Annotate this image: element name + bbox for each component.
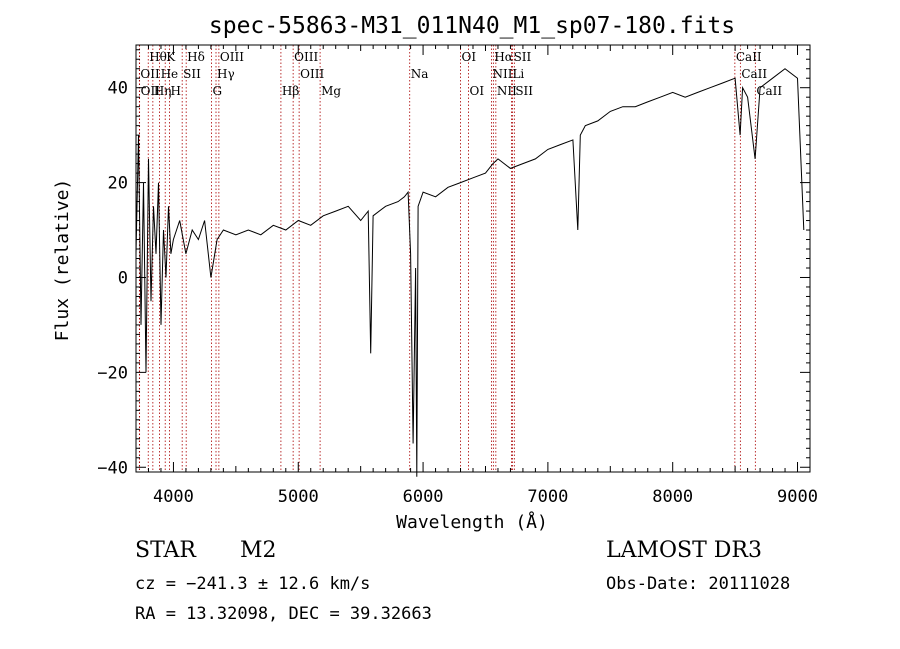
spectral-line-label: G (213, 84, 223, 98)
spectral-line-label: CaII (741, 67, 767, 81)
spectral-line-label: K (166, 50, 176, 64)
x-axis-label: Wavelength (Å) (396, 511, 548, 533)
spectral-line-label: CaII (756, 84, 782, 98)
spectral-line-label: OIII (300, 67, 324, 81)
spectral-line-label: NII (497, 84, 517, 98)
spectral-line-label: Hη (154, 84, 172, 98)
y-tick-label: −20 (97, 363, 128, 383)
spectral-line-label: NII (492, 67, 512, 81)
object-subclass: M2 (240, 538, 277, 563)
spectral-line-label: SII (183, 67, 201, 81)
spectral-line-label: OI (462, 50, 477, 64)
redshift-velocity: cz = −241.3 ± 12.6 km/s (135, 574, 371, 594)
spectral-line-label: Li (512, 67, 524, 81)
y-tick-label: 40 (108, 79, 128, 99)
spectral-line-label: Na (411, 67, 429, 81)
spectral-line-label: OIII (294, 50, 318, 64)
spectral-line-label: He (161, 67, 179, 81)
spectral-line-label: CaII (736, 50, 762, 64)
spectral-line-label: OII (140, 67, 160, 81)
plot-frame (135, 44, 811, 473)
flux-series (135, 68, 805, 477)
spectral-line-label: Mg (321, 84, 341, 98)
coordinates: RA = 13.32098, DEC = 39.32663 (135, 604, 432, 624)
spectral-line-label: SII (515, 84, 533, 98)
x-tick-label: 5000 (278, 487, 319, 507)
spectral-line-label: Hγ (217, 67, 235, 81)
y-tick-label: 20 (108, 174, 128, 194)
spectral-line-label: Hα (494, 50, 513, 64)
x-tick-label: 7000 (527, 487, 568, 507)
spectral-line-label: OII (141, 84, 161, 98)
spectral-line-label: Hδ (187, 50, 205, 64)
axis-ticks (135, 45, 811, 472)
y-tick-label: 0 (118, 268, 128, 288)
y-tick-label: −40 (97, 458, 128, 478)
observation-date: Obs-Date: 20111028 (606, 574, 791, 594)
spectral-line-markers (138, 45, 756, 472)
axis-tick-labels: 4000 5000 6000 7000 8000 9000 −40 −20 0 20 40 (97, 79, 818, 507)
spectral-line-label: OI (470, 84, 485, 98)
spectral-line-label: OIII (220, 50, 244, 64)
x-tick-label: 6000 (403, 487, 444, 507)
spectral-line-label: Hθ (149, 50, 167, 64)
object-class: STAR (135, 538, 196, 563)
spectral-line-label: SII (514, 50, 532, 64)
y-axis-label: Flux (relative) (52, 179, 73, 342)
survey-name: LAMOST DR3 (606, 538, 762, 563)
x-tick-label: 9000 (777, 487, 818, 507)
x-tick-label: 8000 (652, 487, 693, 507)
flux-line (135, 68, 805, 477)
spectral-line-label: H (170, 84, 180, 98)
x-tick-label: 4000 (153, 487, 194, 507)
spectrum-chart: spec-55863-M31_011N40_M1_sp07-180.fits 4… (52, 13, 818, 533)
spectral-line-label: Hβ (282, 84, 299, 98)
chart-title: spec-55863-M31_011N40_M1_sp07-180.fits (209, 13, 735, 39)
